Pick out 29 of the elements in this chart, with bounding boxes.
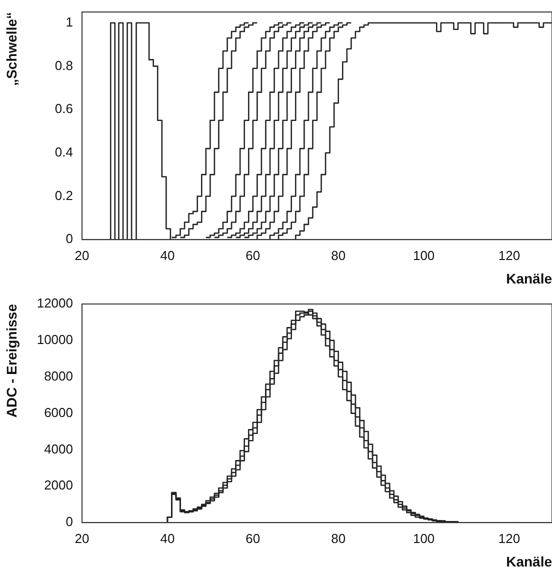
x-tick-label: 20 — [74, 530, 90, 546]
x-tick-label: 120 — [498, 248, 520, 263]
x-axis-title: Kanäle — [506, 553, 552, 570]
y-tick-label: 8000 — [44, 368, 73, 384]
x-tick-label: 60 — [246, 248, 260, 263]
y-axis-title: „Schwelle“ — [3, 12, 20, 86]
y-tick-label: 0 — [66, 231, 73, 246]
y-tick-label: 0.4 — [54, 144, 73, 160]
y-tick-label: 2000 — [44, 478, 73, 493]
x-tick-label: 20 — [74, 248, 90, 263]
y-tick-label: 1 — [66, 14, 73, 30]
x-tick-label: 80 — [331, 530, 346, 546]
y-axis-title: ADC - Ereignisse — [3, 304, 20, 418]
x-tick-label: 40 — [160, 530, 175, 546]
y-tick-label: 10000 — [36, 332, 73, 348]
x-tick-label: 100 — [412, 530, 435, 546]
x-tick-label: 40 — [160, 248, 175, 263]
y-tick-label: 12000 — [36, 296, 73, 311]
y-tick-label: 0.8 — [54, 58, 73, 73]
y-tick-label: 0.2 — [54, 188, 73, 203]
x-axis-title: Kanäle — [506, 270, 552, 286]
y-tick-label: 4000 — [44, 441, 73, 456]
y-tick-label: 6000 — [44, 404, 73, 420]
x-tick-label: 100 — [412, 248, 435, 263]
x-tick-label: 60 — [246, 530, 260, 546]
y-tick-label: 0 — [66, 514, 73, 530]
x-tick-label: 80 — [331, 248, 346, 263]
y-tick-label: 0.6 — [54, 101, 73, 116]
x-tick-label: 120 — [498, 530, 520, 546]
